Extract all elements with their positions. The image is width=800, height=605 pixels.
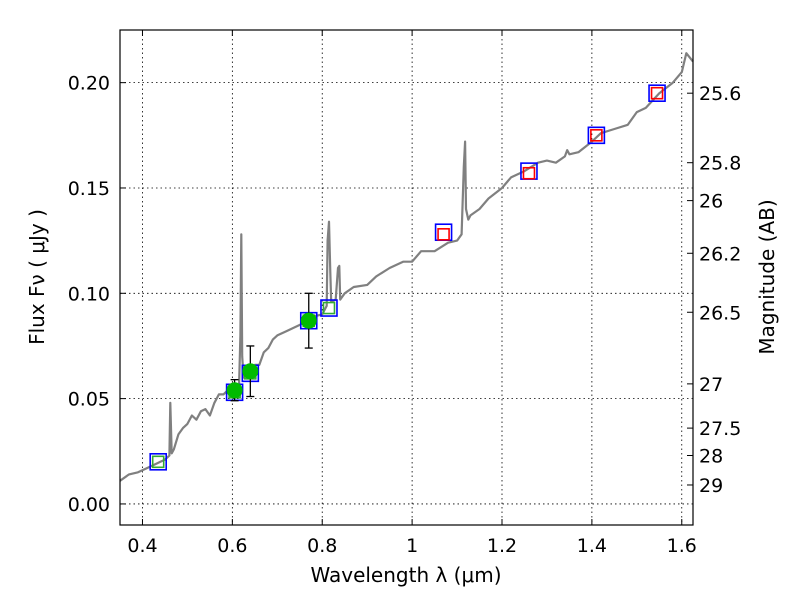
x-tick-label: 0.8 <box>307 535 337 557</box>
y2-axis-title: Magnitude (AB) <box>755 199 779 354</box>
y2-tick-label: 25.6 <box>699 83 741 105</box>
y2-tick-label: 27.5 <box>699 418 741 440</box>
photometry-square-marker <box>437 228 450 241</box>
x-tick-label: 1 <box>406 535 418 557</box>
photometry-square-marker <box>149 453 167 471</box>
photometry-square-marker <box>650 86 664 100</box>
y-axis-title: Flux Fν ( μJy ) <box>25 209 49 345</box>
x-tick-label: 1.2 <box>487 535 517 557</box>
x-axis-title: Wavelength λ (μm) <box>310 563 501 587</box>
measurement-point <box>226 382 243 399</box>
y2-tick-label: 29 <box>699 475 723 497</box>
photometry-square-marker <box>522 166 536 180</box>
y2-tick-label: 27 <box>699 374 723 396</box>
data-series <box>119 52 694 482</box>
y-tick-label: 0.00 <box>68 494 110 516</box>
x-tick-label: 1.6 <box>667 535 697 557</box>
y-tick-label: 0.20 <box>68 73 110 95</box>
measurement-point <box>300 312 317 329</box>
photometry-square-marker <box>590 129 603 142</box>
photometry-square-marker <box>587 126 606 145</box>
axis-ticks: 0.4 0.6 0.8 1 1.2 1.4 1.6 0.00 0.05 0.10 0.15 0.20 2… <box>68 30 741 557</box>
photometry-square-marker <box>322 301 336 315</box>
y-tick-label: 0.05 <box>68 389 110 411</box>
spectrum-line <box>119 52 694 482</box>
y2-tick-label: 26.2 <box>699 243 741 265</box>
x-tick-label: 0.4 <box>127 535 157 557</box>
plot-frame <box>119 29 694 526</box>
y2-tick-label: 26.5 <box>699 302 741 324</box>
measurement-point <box>242 363 259 380</box>
y2-tick-label: 26 <box>699 191 723 213</box>
photometry-square-marker <box>648 84 666 102</box>
x-tick-label: 1.4 <box>577 535 607 557</box>
y-tick-label: 0.15 <box>68 178 110 200</box>
photometry-square-marker <box>151 455 165 469</box>
photometry-square-marker <box>320 299 338 317</box>
y-tick-label: 0.10 <box>68 283 110 305</box>
y2-tick-label: 25.8 <box>699 153 741 175</box>
x-tick-label: 0.6 <box>217 535 247 557</box>
y2-tick-label: 28 <box>699 445 723 467</box>
